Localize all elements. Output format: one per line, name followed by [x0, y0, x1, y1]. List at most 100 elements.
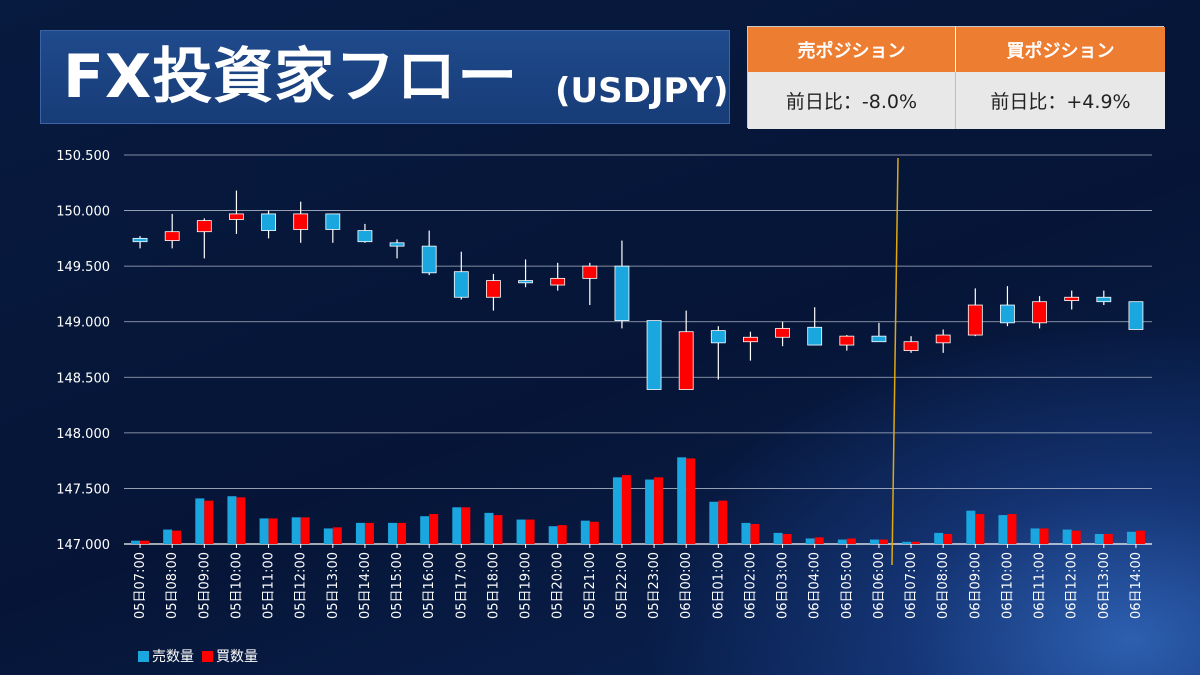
sell-volume-bar: [998, 515, 1008, 544]
down-candle: [1096, 296, 1112, 303]
x-tick-label: 06日09:00: [968, 552, 983, 619]
buy-volume-bar: [204, 500, 214, 544]
sell-volume-bar: [259, 518, 269, 544]
up-candle: [743, 336, 758, 343]
sell-volume-bar: [323, 528, 333, 544]
x-tick-label: 05日10:00: [229, 552, 244, 619]
buy-volume-bar: [461, 507, 471, 544]
buy-volume-bar: [1007, 513, 1017, 544]
sell-volume-bar: [902, 541, 912, 544]
x-tick-label: 06日12:00: [1065, 552, 1080, 619]
x-axis-ticks: 05日07:00 05日08:00 05日09:00 05日10:00 05日11:00…: [133, 544, 1144, 619]
buy-volume-bar: [172, 530, 182, 544]
down-candle: [421, 245, 437, 274]
gridlines: [124, 154, 1152, 545]
up-candle: [1032, 301, 1047, 324]
divider-line: [891, 157, 899, 566]
buy-volume-bar: [878, 539, 888, 544]
x-tick-label: 05日13:00: [326, 552, 341, 619]
buy-volume-bar: [621, 475, 631, 544]
buy-volume-bar: [429, 513, 439, 544]
y-tick-label: 150.500: [56, 149, 110, 164]
down-candle: [389, 242, 405, 247]
x-tick-label: 05日09:00: [197, 552, 212, 619]
x-tick-label: 05日19:00: [519, 552, 534, 619]
chart-legend: 売数量 買数量: [138, 646, 266, 666]
buy-volume-bar: [718, 500, 728, 544]
down-candle: [614, 265, 630, 322]
buy-volume-bar: [943, 533, 953, 544]
sell-volume-bar: [388, 522, 398, 544]
sell-volume-bar: [516, 519, 526, 544]
sell-volume-bar: [741, 522, 751, 544]
sell-volume-bar: [869, 539, 879, 544]
down-candle: [710, 330, 726, 344]
sell-volume-bar: [677, 457, 687, 544]
x-tick-label: 05日18:00: [486, 552, 501, 619]
buy-volume-bar: [814, 537, 824, 544]
buy-volume-bar: [364, 522, 374, 544]
buy-volume-bar: [140, 540, 150, 544]
sell-volume-bar: [709, 501, 719, 544]
x-tick-label: 06日04:00: [808, 552, 823, 619]
buy-volume-bar: [589, 521, 599, 544]
up-candle: [1064, 296, 1080, 301]
sell-volume-bar: [452, 507, 462, 544]
buy-volume-bar: [397, 522, 407, 544]
up-candle: [229, 213, 244, 220]
legend-sell-volume: 売数量: [138, 646, 194, 666]
x-tick-label: 05日16:00: [422, 552, 437, 619]
buy-volume-bar: [525, 519, 535, 544]
sell-volume-bar: [837, 539, 847, 544]
y-tick-label: 149.500: [56, 260, 110, 275]
sell-volume-bar: [548, 526, 558, 544]
x-tick-label: 05日14:00: [358, 552, 373, 619]
up-candle: [164, 231, 180, 241]
sell-position-header: 売ポジション: [748, 27, 956, 72]
up-candle: [486, 280, 501, 298]
buy-volume-bar: [782, 533, 792, 544]
up-candle: [903, 341, 919, 352]
down-candle: [1000, 304, 1015, 324]
x-tick-label: 06日06:00: [872, 552, 887, 619]
x-tick-label: 05日17:00: [454, 552, 469, 619]
x-tick-label: 06日13:00: [1097, 552, 1112, 619]
legend-label-sell: 売数量: [152, 649, 194, 665]
y-axis-ticks: 147.000 147.500 148.000 148.500 149.000 149.5…: [56, 149, 110, 553]
buy-volume-bar: [1071, 530, 1081, 544]
buy-volume-bar: [332, 527, 342, 544]
sell-volume-bar: [612, 477, 622, 544]
x-tick-label: 05日15:00: [390, 552, 405, 619]
sell-volume-bar: [805, 538, 815, 544]
down-candle: [871, 335, 887, 343]
up-candle: [839, 335, 855, 346]
sell-volume-bar: [966, 510, 976, 544]
buy-volume-bar: [236, 497, 246, 544]
sell-position-change: 前日比：-8.0%: [748, 72, 956, 129]
up-candle: [582, 265, 598, 279]
sell-volume-bar: [1094, 533, 1104, 544]
buy-volume-bar: [911, 541, 921, 544]
sell-volume-bar: [934, 532, 944, 544]
down-candle: [453, 271, 469, 298]
buy-volume-bar: [686, 458, 696, 544]
down-candle: [518, 280, 533, 284]
down-candle: [325, 213, 341, 230]
sell-volume-bar: [420, 516, 430, 544]
buy-volume-bar: [268, 518, 278, 544]
up-candle: [678, 331, 694, 390]
legend-swatch-buy: [202, 650, 213, 662]
x-tick-label: 05日08:00: [165, 552, 180, 619]
buy-volume-bar: [1039, 528, 1049, 544]
up-candle: [775, 327, 790, 338]
sell-volume-bar: [227, 496, 237, 544]
up-candle: [196, 220, 212, 233]
x-tick-label: 06日05:00: [840, 552, 855, 619]
up-candle: [550, 277, 566, 286]
volume-bars: [131, 457, 1145, 544]
position-change-table: 売ポジション 買ポジション 前日比：-8.0% 前日比：+4.9%: [747, 26, 1165, 129]
legend-buy-volume: 買数量: [202, 646, 258, 666]
sell-volume-bar: [163, 529, 173, 544]
x-tick-label: 05日11:00: [262, 552, 277, 619]
down-candle: [261, 213, 276, 231]
